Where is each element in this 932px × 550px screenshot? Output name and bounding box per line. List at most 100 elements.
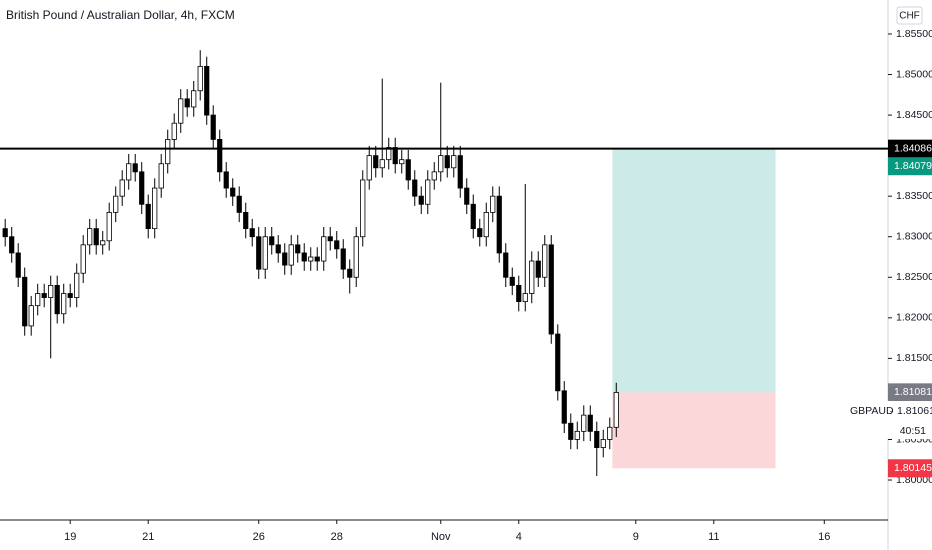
candle-body: [444, 155, 450, 169]
candle-body: [262, 236, 268, 270]
candle-body: [334, 240, 340, 250]
candle-body: [210, 114, 216, 140]
x-tick-label: 4: [516, 531, 522, 543]
candle-body: [184, 98, 190, 108]
candle-body: [249, 228, 255, 238]
line-price-label: 1.84086: [894, 142, 932, 154]
candle-body: [587, 414, 593, 432]
candle-body: [594, 430, 600, 448]
candle-body: [425, 179, 431, 205]
candle-body: [581, 414, 587, 432]
y-tick-label: 1.84500: [896, 109, 932, 121]
candle-body: [392, 147, 398, 165]
last-price-bg: [846, 401, 932, 439]
candle-body: [555, 333, 561, 392]
y-tick-label: 1.85500: [896, 28, 932, 40]
candle-body: [126, 163, 132, 181]
currency-box[interactable]: [896, 6, 923, 25]
stop-price-label-bg: [888, 459, 932, 478]
candle-body: [2, 228, 8, 238]
candle-body: [243, 211, 249, 230]
candle-body: [197, 66, 203, 92]
candle-body: [535, 260, 541, 278]
y-tick-label: 1.85000: [896, 68, 932, 80]
y-tick-label: 1.83500: [896, 190, 932, 202]
profit-zone: [612, 149, 776, 393]
currency: CHF: [899, 11, 920, 22]
candle-body: [503, 252, 509, 278]
candle-body: [230, 187, 236, 197]
candle-body: [373, 155, 379, 169]
candle-body: [451, 155, 457, 169]
candle-body: [217, 139, 223, 173]
candle-body: [568, 422, 574, 440]
candle-body: [35, 293, 41, 307]
candle-body: [431, 171, 437, 181]
x-tick-label: 19: [64, 531, 76, 543]
candle-body: [223, 171, 229, 189]
candle-body: [314, 256, 320, 262]
candle-body: [477, 228, 483, 238]
stop-price-label: 1.80145: [894, 462, 932, 474]
candle-body: [529, 260, 535, 294]
candle-body: [340, 248, 346, 270]
candle-body: [301, 252, 307, 262]
y-tick-label: 1.82000: [896, 312, 932, 324]
plot-area: [2, 50, 776, 476]
x-tick-label: Nov: [431, 531, 451, 543]
candle-body: [28, 305, 34, 327]
candle-body: [22, 276, 28, 327]
candle-body: [191, 90, 197, 108]
candle-body: [269, 236, 275, 246]
candle-body: [600, 439, 606, 448]
candle-body: [100, 240, 106, 246]
x-tick-label: 16: [818, 531, 830, 543]
candle-body: [438, 155, 444, 173]
candle-body: [295, 244, 301, 254]
candle-body: [308, 256, 314, 262]
candle-body: [321, 236, 327, 262]
candle-body: [483, 211, 489, 238]
candle-body: [412, 179, 418, 197]
candle-body: [132, 163, 138, 173]
candle-body: [607, 426, 613, 440]
candle-body: [145, 203, 151, 230]
candle-body: [561, 390, 567, 424]
candle-body: [282, 252, 288, 266]
candle-body: [386, 147, 392, 161]
y-tick-label: 1.83000: [896, 231, 932, 243]
candle-body: [80, 244, 86, 274]
target-price-label-bg: [888, 157, 932, 176]
entry-price-label-bg: [888, 383, 932, 402]
x-tick-label: 21: [142, 531, 154, 543]
candle-body: [165, 139, 171, 165]
loss-zone: [612, 392, 776, 469]
candle-body: [542, 244, 548, 278]
candle-body: [457, 155, 463, 189]
candle-body: [87, 228, 93, 246]
countdown: 40:51: [900, 425, 926, 437]
candle-body: [106, 211, 112, 242]
candle-body: [353, 236, 359, 278]
candle-body: [418, 195, 424, 205]
candle-body: [509, 276, 515, 286]
candle-body: [158, 163, 164, 189]
x-tick-label: 28: [331, 531, 343, 543]
candle-body: [256, 236, 262, 270]
candle-body: [288, 244, 294, 266]
line-price-label-bg: [888, 139, 932, 158]
candle-body: [178, 98, 184, 124]
candle-body: [15, 252, 21, 278]
x-tick-label: 26: [253, 531, 265, 543]
candle-body: [470, 203, 476, 230]
y-tick-label: 1.82500: [896, 271, 932, 283]
candle-body: [516, 284, 522, 303]
candle-body: [139, 171, 145, 205]
candle-body: [405, 159, 411, 181]
entry-price-label: 1.81081: [894, 386, 932, 398]
candle-body: [399, 159, 405, 165]
candle-body: [360, 179, 366, 238]
candle-body: [119, 179, 125, 197]
